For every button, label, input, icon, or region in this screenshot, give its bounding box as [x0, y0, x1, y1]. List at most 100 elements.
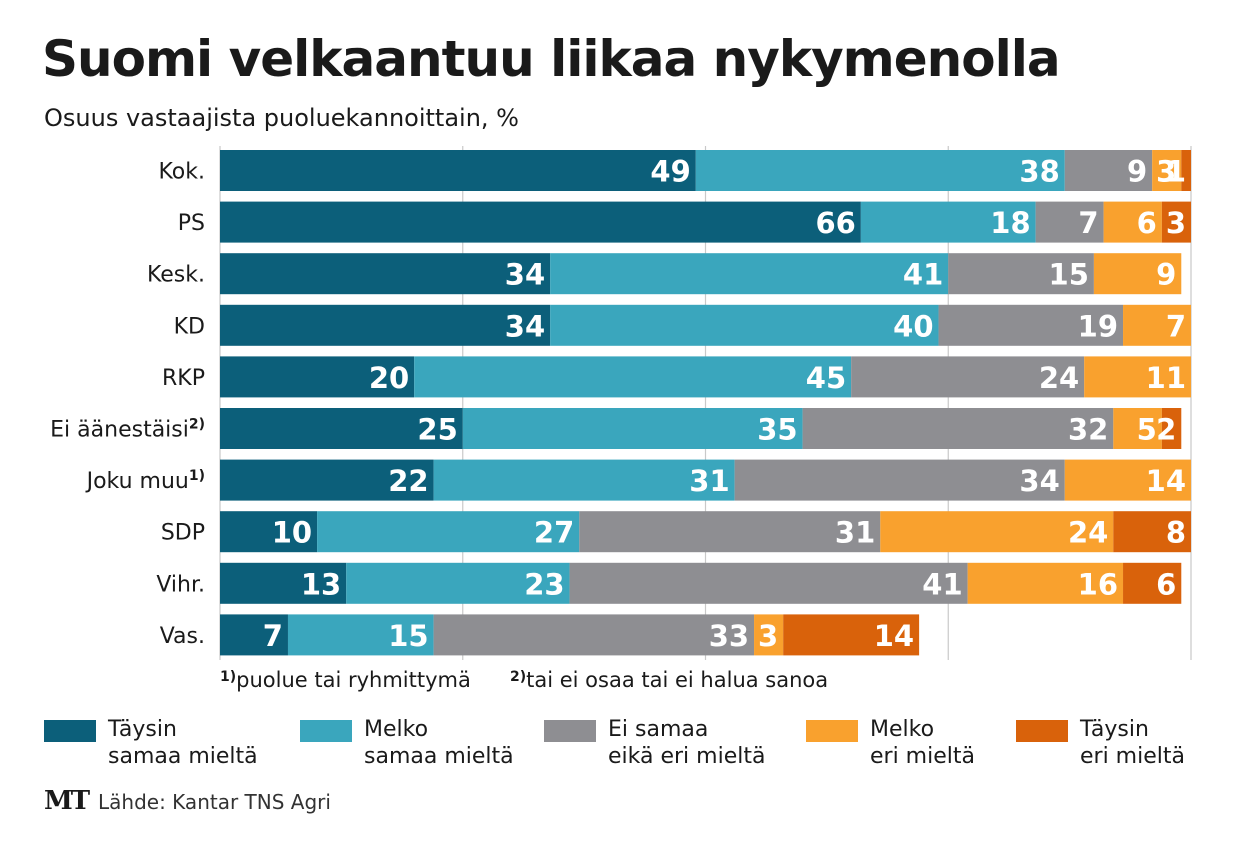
data-label: 31 [835, 516, 875, 550]
legend-label-line: Melko [364, 717, 429, 742]
data-label: 41 [903, 258, 943, 292]
bar-segment [414, 356, 852, 398]
data-label: 34 [1019, 464, 1059, 498]
legend-label-line: samaa mieltä [108, 744, 258, 769]
category-label: Vihr. [156, 572, 205, 597]
data-label: 20 [369, 361, 409, 395]
bar-segment [860, 201, 1036, 243]
bar-segment [1035, 201, 1104, 243]
category-label: RKP [162, 366, 205, 391]
mt-logo: MT [44, 786, 90, 816]
data-label: 16 [1078, 567, 1118, 601]
bar-segment [462, 408, 803, 449]
data-label: 6 [1137, 206, 1157, 240]
bar-segment [1123, 562, 1182, 604]
legend-swatch [544, 720, 596, 742]
data-label: 7 [1166, 309, 1186, 343]
data-label: 34 [505, 309, 545, 343]
data-label: 33 [709, 619, 749, 653]
data-label: 14 [874, 619, 914, 653]
category-label: Kok. [158, 160, 205, 185]
data-label: 14 [1146, 464, 1186, 498]
data-label: 9 [1127, 155, 1147, 189]
data-label: 7 [1078, 206, 1098, 240]
category-label: Joku muu1) [85, 468, 205, 494]
data-label: 45 [806, 361, 846, 395]
bar-segment [220, 614, 288, 656]
data-label: 11 [1146, 361, 1186, 395]
bar-segment [695, 150, 1065, 191]
bar-segment [433, 614, 755, 656]
data-label: 6 [1156, 567, 1176, 601]
bar-segment [967, 562, 1124, 604]
source-note: Lähde: Kantar TNS Agri [98, 790, 331, 814]
legend-label: Täysin samaa mieltä [108, 716, 258, 770]
data-label: 24 [1068, 516, 1108, 550]
data-label: 24 [1039, 361, 1079, 395]
category-label: Kesk. [147, 263, 205, 288]
bar-segment [734, 459, 1065, 501]
bar-segment [851, 356, 1085, 398]
legend-swatch [300, 720, 352, 742]
footnote-2-mark: 2) [510, 669, 527, 685]
category-label: PS [178, 211, 205, 236]
legend-label-line: eikä eri mieltä [608, 744, 766, 769]
chart-subtitle: Osuus vastaajista puoluekannoittain, % [44, 104, 519, 132]
category-label: KD [174, 314, 205, 339]
category-label: Ei äänestäisi2) [50, 417, 205, 443]
bar-segment [1181, 150, 1191, 191]
data-label: 15 [388, 619, 428, 653]
data-label: 19 [1078, 309, 1118, 343]
legend-label-line: Täysin [108, 717, 177, 742]
footnote-1: 1)puolue tai ryhmittymä [220, 668, 471, 692]
data-label: 32 [1068, 413, 1108, 447]
chart-title: Suomi velkaantuu liikaa nykymenolla [42, 30, 1061, 88]
data-label: 35 [757, 413, 797, 447]
data-label: 10 [272, 516, 312, 550]
bar-segment [287, 614, 434, 656]
data-label: 9 [1156, 258, 1176, 292]
legend-swatch [806, 720, 858, 742]
bar-segment [880, 511, 1114, 553]
bar-segment [1093, 253, 1182, 295]
bar-segment [220, 459, 434, 501]
bar-segment [220, 562, 347, 604]
bar-segment [433, 459, 735, 501]
bar-segment [1161, 408, 1182, 449]
bar-segment [220, 511, 318, 553]
data-label: 49 [650, 155, 690, 189]
bar-segment [220, 201, 861, 243]
bar-segment [579, 511, 881, 553]
data-label: 3 [1156, 155, 1176, 189]
data-label: 3 [758, 619, 778, 653]
bar-segment [1113, 511, 1191, 553]
bar-segment [1113, 408, 1162, 449]
bar-segment [1064, 150, 1153, 191]
footnote-1-mark: 1) [220, 669, 237, 685]
data-label: 18 [990, 206, 1030, 240]
bar-segment [1152, 150, 1182, 191]
data-label: 34 [505, 258, 545, 292]
data-label: 3 [1166, 206, 1186, 240]
legend-swatch [44, 720, 96, 742]
data-label: 15 [1049, 258, 1089, 292]
legend-label-line: Täysin [1080, 717, 1149, 742]
bar-segment [220, 408, 463, 449]
bar-segment [220, 253, 551, 295]
legend-label-line: samaa mieltä [364, 744, 514, 769]
bar-segment [1084, 356, 1191, 398]
category-label: SDP [161, 521, 205, 546]
data-label: 2 [1156, 413, 1176, 447]
legend-label: Melko eri mieltä [870, 716, 975, 770]
data-label: 1 [1166, 155, 1186, 189]
legend-label: Täysin eri mieltä [1080, 716, 1185, 770]
bar-segment [1123, 304, 1191, 346]
bar-segment [346, 562, 570, 604]
data-label: 41 [922, 567, 962, 601]
data-label: 31 [689, 464, 729, 498]
legend-label: Ei samaa eikä eri mieltä [608, 716, 765, 770]
data-label: 13 [301, 567, 341, 601]
data-label: 5 [1137, 413, 1157, 447]
bar-segment [1161, 201, 1191, 243]
